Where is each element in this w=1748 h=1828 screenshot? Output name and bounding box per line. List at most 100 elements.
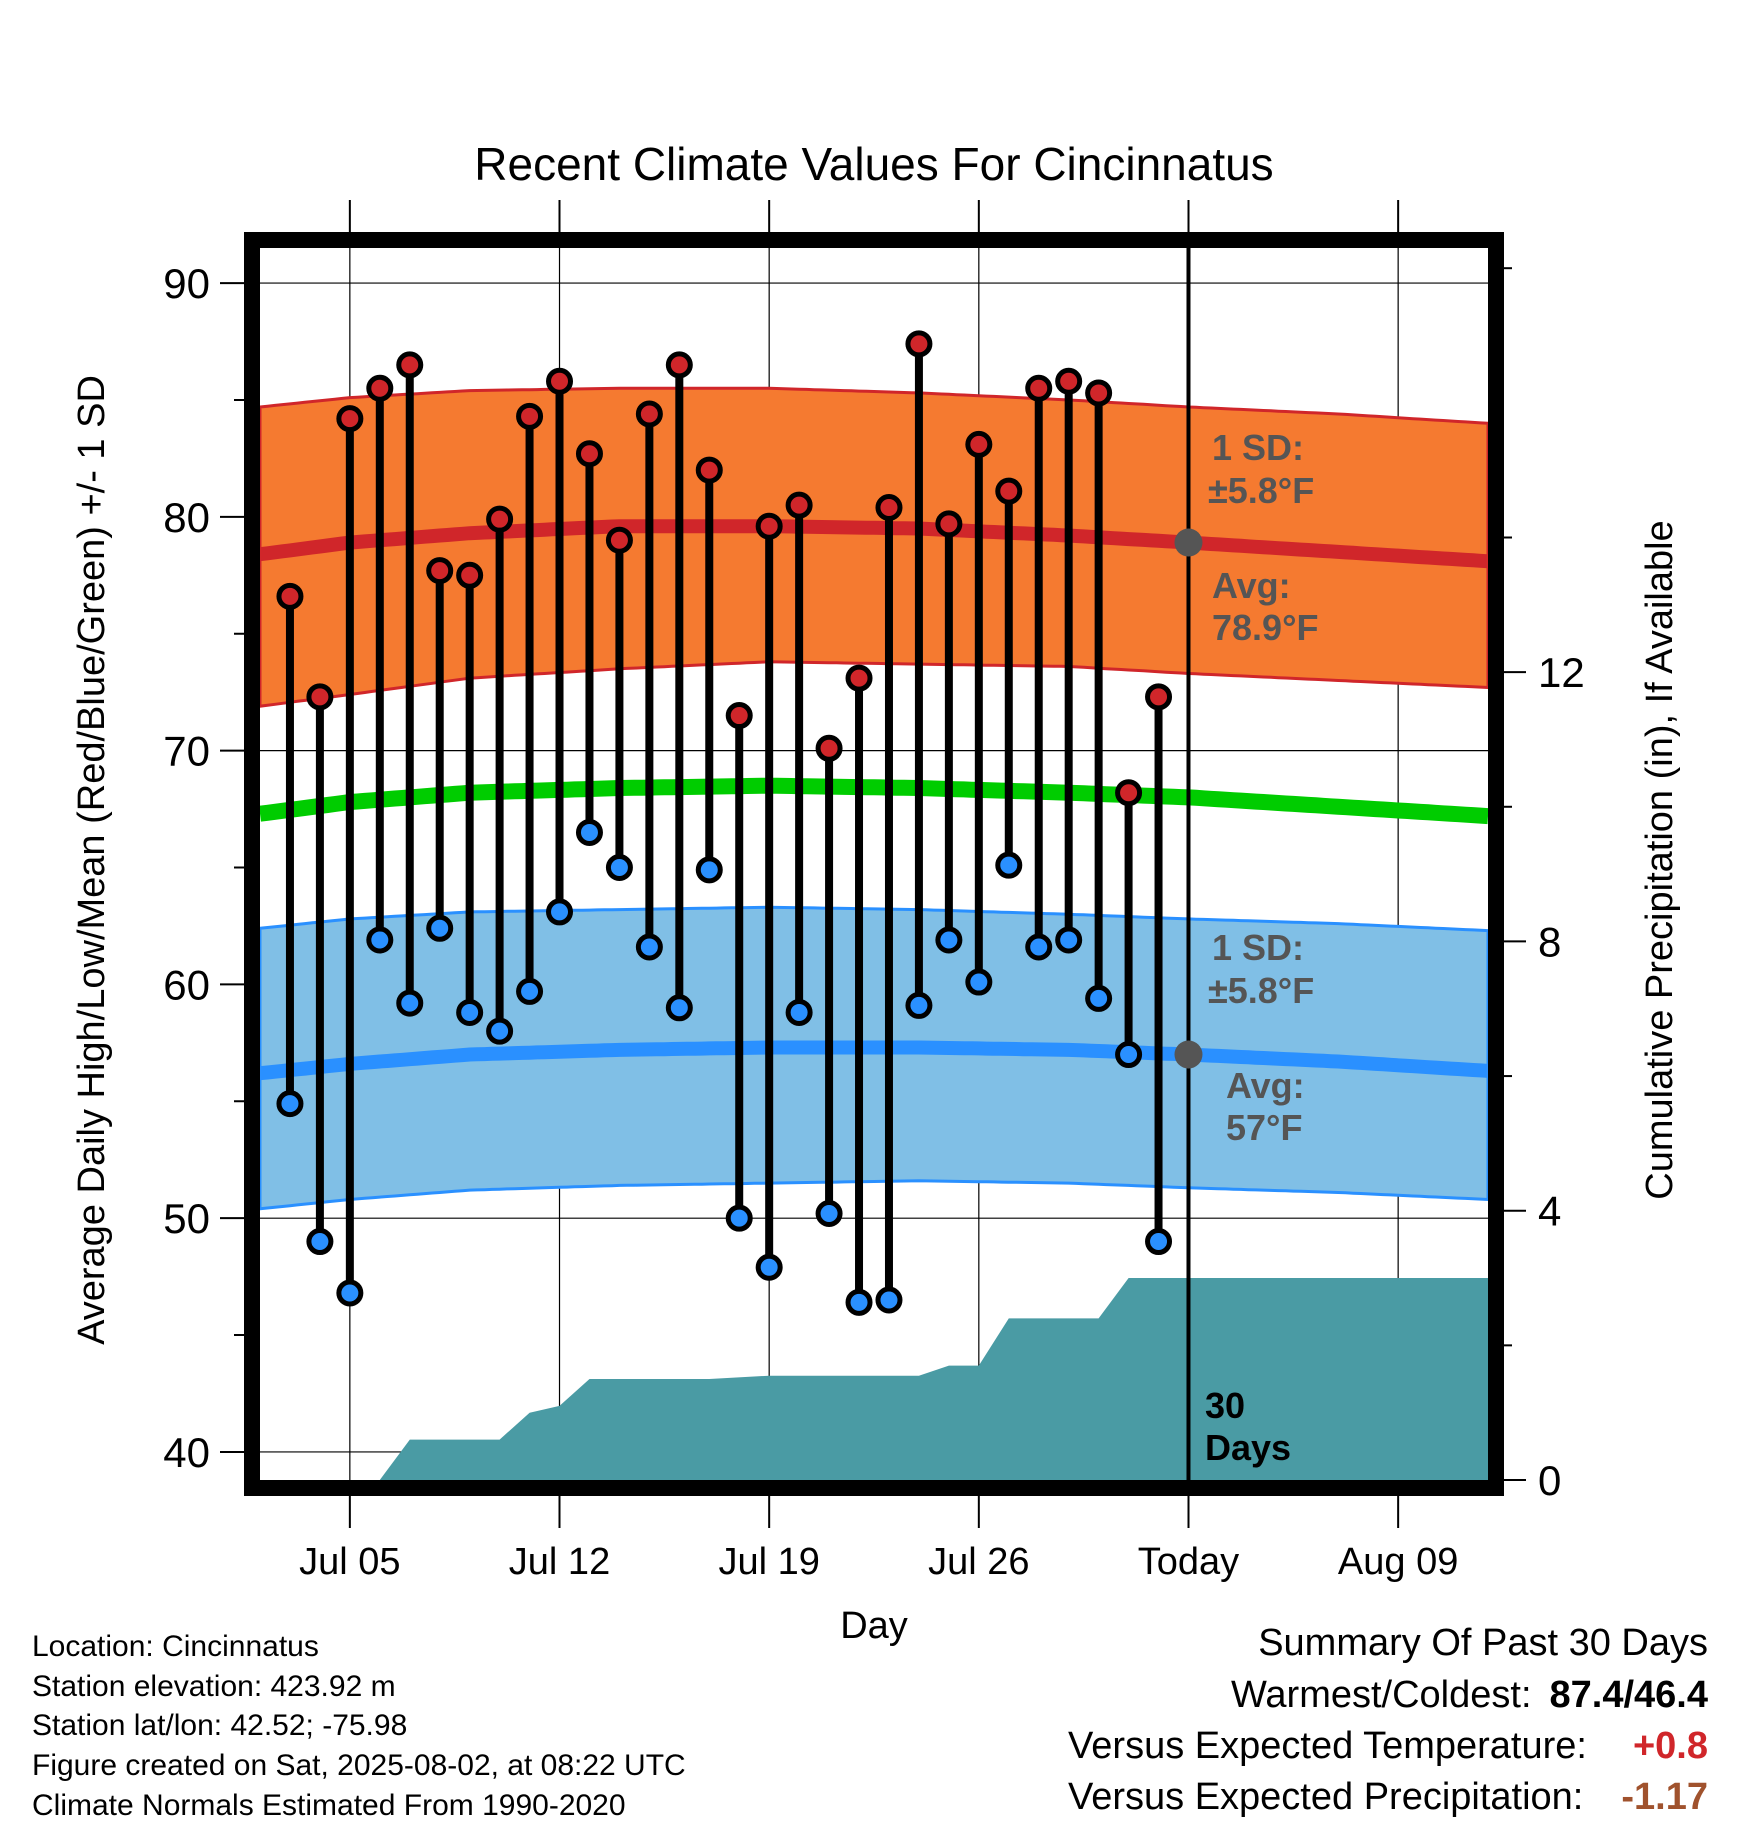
high-point <box>935 510 963 538</box>
y-tick-label: 80 <box>163 494 210 541</box>
low-avg-label: Avg: <box>1226 1065 1305 1106</box>
low-point <box>516 977 544 1005</box>
high-sd-value: ±5.8°F <box>1208 470 1314 511</box>
high-point <box>995 477 1023 505</box>
high-point <box>605 526 633 554</box>
latlon-text: Station lat/lon: 42.52; -75.98 <box>32 1709 408 1742</box>
low-point <box>456 998 484 1026</box>
y2-tick-label: 12 <box>1538 649 1585 696</box>
high-point <box>815 734 843 762</box>
high-point <box>366 374 394 402</box>
high-avg-value: 78.9°F <box>1212 607 1318 648</box>
low-normal-line <box>260 1040 1488 1081</box>
high-annotations: 1 SD: ±5.8°F Avg: 78.9°F <box>1208 427 1318 648</box>
temp-value: +0.8 <box>1632 1725 1708 1767</box>
high-point <box>1025 374 1053 402</box>
low-point <box>845 1288 873 1316</box>
low-point <box>276 1090 304 1118</box>
temp-label: Versus Expected Temperature: <box>1068 1725 1587 1767</box>
high-sd-band <box>260 386 1488 708</box>
low-point <box>755 1253 783 1281</box>
high-point <box>456 561 484 589</box>
low-sd-value: ±5.8°F <box>1208 970 1314 1011</box>
high-point <box>695 456 723 484</box>
y2-tick-label: 4 <box>1538 1188 1561 1235</box>
y-tick-label: 50 <box>163 1195 210 1242</box>
low-point <box>965 968 993 996</box>
today-high-avg-marker <box>1174 528 1203 557</box>
high-avg-label: Avg: <box>1212 565 1291 606</box>
plot-area <box>260 248 1488 1480</box>
low-point <box>605 854 633 882</box>
summary-warmest: Warmest/Coldest: 87.4/46.4 <box>1231 1674 1708 1717</box>
high-point <box>755 512 783 540</box>
y2-axis-label: Cumulative Precipitation (in), If Availa… <box>1639 520 1681 1199</box>
elevation-text: Station elevation: 423.92 m <box>32 1670 396 1703</box>
high-point <box>336 405 364 433</box>
low-point <box>546 898 574 926</box>
x-axis-label: Day <box>840 1605 908 1647</box>
high-point <box>276 582 304 610</box>
low-avg-value: 57°F <box>1226 1107 1302 1148</box>
high-point <box>306 683 334 711</box>
x-tick-label: Jul 05 <box>299 1541 400 1583</box>
y-tick-label: 90 <box>163 260 210 307</box>
high-point <box>965 430 993 458</box>
high-point <box>635 400 663 428</box>
high-point <box>575 440 603 468</box>
low-point <box>486 1017 514 1045</box>
low-point <box>815 1199 843 1227</box>
chart-title: Recent Climate Values For Cincinnatus <box>474 138 1273 190</box>
plot-frame <box>244 232 1504 1496</box>
created-text: Figure created on Sat, 2025-08-02, at 08… <box>32 1749 686 1782</box>
summary-precip: Versus Expected Precipitation: -1.17 <box>1068 1776 1708 1819</box>
low-point <box>785 998 813 1026</box>
x-tick-label: Today <box>1138 1541 1239 1583</box>
y-axis-label: Average Daily High/Low/Mean (Red/Blue/Gr… <box>71 375 113 1345</box>
x-tick-label: Aug 09 <box>1338 1541 1458 1583</box>
y-tick-label: 70 <box>163 728 210 775</box>
warmest-label: Warmest/Coldest: <box>1230 1674 1532 1716</box>
low-point <box>1145 1228 1173 1256</box>
low-point <box>575 818 603 846</box>
y2-tick-label: 0 <box>1538 1457 1561 1504</box>
low-point <box>366 926 394 954</box>
normals-text: Climate Normals Estimated From 1990-2020 <box>32 1789 626 1822</box>
low-point <box>695 856 723 884</box>
high-point <box>905 330 933 358</box>
high-point <box>785 491 813 519</box>
low-point <box>306 1228 334 1256</box>
high-point <box>546 367 574 395</box>
low-point <box>1085 984 1113 1012</box>
y2-tick-label: 8 <box>1538 918 1561 965</box>
low-point <box>1115 1041 1143 1069</box>
days-annotation: 30 Days <box>1205 1385 1291 1468</box>
precip-label: Versus Expected Precipitation: <box>1067 1776 1584 1818</box>
x-tick-label: Jul 12 <box>509 1541 610 1583</box>
low-sd-label: 1 SD: <box>1212 927 1304 968</box>
high-point <box>845 664 873 692</box>
mean-normal-line <box>260 777 1488 825</box>
summary-title: Summary Of Past 30 Days <box>1258 1622 1708 1664</box>
axes: 40 50 60 70 80 90 0 4 8 12 Jul 05 Jul 12 Jul 19 Jul 2… <box>163 200 1585 1583</box>
y-tick-label: 40 <box>163 1429 210 1476</box>
y-tick-label: 60 <box>163 961 210 1008</box>
low-annotations: 1 SD: ±5.8°F Avg: 57°F <box>1208 927 1314 1148</box>
low-point <box>935 926 963 954</box>
low-point <box>1025 933 1053 961</box>
high-point <box>1145 683 1173 711</box>
high-point <box>1055 367 1083 395</box>
days-label: Days <box>1205 1427 1291 1468</box>
precip-value: -1.17 <box>1621 1776 1708 1818</box>
low-point <box>995 851 1023 879</box>
low-point <box>665 994 693 1022</box>
high-point <box>1085 379 1113 407</box>
high-point <box>665 351 693 379</box>
plot-content <box>260 248 1488 1480</box>
low-point <box>1055 926 1083 954</box>
high-point <box>426 557 454 585</box>
precip-area <box>260 1278 1488 1480</box>
warmest-value: 87.4/46.4 <box>1549 1674 1708 1716</box>
today-low-avg-marker <box>1174 1040 1203 1069</box>
